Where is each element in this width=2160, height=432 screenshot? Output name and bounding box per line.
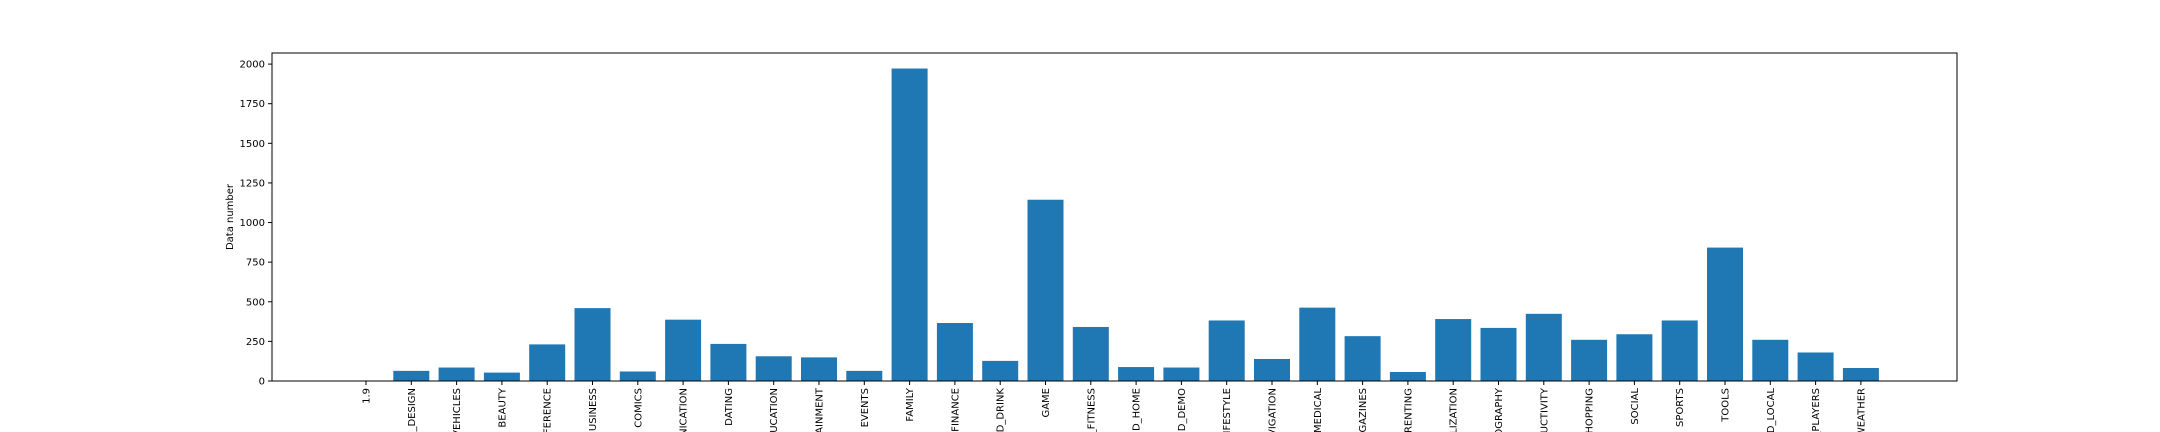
x-tick-label: UCATION (769, 388, 780, 432)
x-tick-label: HOPPING (1585, 388, 1596, 432)
x-tick-label: EVENTS (860, 388, 871, 427)
x-tick-label: SPORTS (1675, 388, 1686, 427)
x-tick-label: IFESTYLE (1222, 388, 1233, 432)
x-tick-label: BEAUTY (497, 387, 508, 427)
bar (801, 357, 837, 381)
x-tick-label: ID_HOME (1132, 388, 1143, 432)
x-tick-label: RENTING (1403, 388, 1414, 432)
bar (1525, 313, 1562, 381)
y-tick-label: 1000 (240, 218, 265, 229)
bar (1208, 320, 1245, 381)
x-tick-label: VEHICLES (452, 388, 463, 432)
x-tick-label: OGRAPHY (1494, 387, 1505, 432)
y-tick-label: 2000 (240, 60, 265, 71)
bar (529, 344, 566, 381)
x-tick-label: GAZINES (1358, 388, 1369, 432)
bar (1480, 327, 1517, 381)
y-tick-label: 750 (246, 258, 265, 269)
x-tick-label: MEDICAL (1313, 388, 1324, 432)
bar (1344, 336, 1381, 381)
x-tick-label: BUSINESS (588, 388, 599, 432)
y-tick-label: 0 (259, 377, 265, 388)
x-tick-label: 1.9 (362, 388, 373, 404)
x-tick-label: _DESIGN (407, 388, 418, 432)
x-tick-label: COMICS (633, 388, 644, 428)
x-tick-label: UCTIVITY (1539, 387, 1550, 432)
x-tick-label: LIZATION (1449, 388, 1460, 432)
x-tick-label: FERENCE (543, 388, 554, 432)
bar (1389, 371, 1426, 381)
x-tick-label: _FITNESS (1086, 388, 1097, 432)
x-tick-label: ID_DEMO (1177, 388, 1188, 432)
bar (619, 371, 656, 381)
y-tick-label: 1500 (240, 139, 265, 150)
plot-frame (271, 52, 1958, 382)
y-axis: 0 250 500 750 1000 1250 1500 1750 2000 (240, 60, 272, 388)
x-tick-label: D_LOCAL (1766, 388, 1777, 432)
x-axis: 1.9 _DESIGN VEHICLES BEAUTY FERENCE BUSINESS C… (362, 381, 1867, 432)
bar (1752, 339, 1789, 381)
x-tick-label: TOOLS (1721, 388, 1732, 423)
bar (1571, 339, 1608, 381)
y-tick-label: 250 (246, 337, 265, 348)
bar (1163, 367, 1200, 381)
bar (438, 367, 475, 381)
bar (1707, 247, 1743, 381)
x-tick-label: FAMILY (905, 387, 916, 421)
bar (1435, 319, 1472, 381)
bar (982, 360, 1019, 381)
x-tick-label: _PLAYERS (1811, 388, 1822, 432)
bar (710, 343, 747, 381)
bars-group (348, 68, 1879, 381)
y-tick-label: 1750 (240, 99, 265, 110)
bar (1842, 368, 1879, 381)
bar (1661, 320, 1698, 381)
x-tick-label: VIGATION (1268, 388, 1279, 432)
x-tick-label: FINANCE (950, 388, 961, 432)
x-tick-label: WEATHER (1856, 388, 1867, 432)
bar (1072, 326, 1109, 381)
bar (1616, 334, 1653, 381)
bar (936, 323, 973, 381)
x-tick-label: NICATION (679, 388, 690, 432)
bar (574, 308, 611, 381)
bar (891, 68, 928, 381)
y-axis-label: Data number (225, 183, 236, 250)
x-tick-label: AINMENT (815, 387, 826, 432)
bar (1299, 307, 1336, 381)
x-tick-label: D_DRINK (996, 388, 1007, 432)
bar (1254, 358, 1290, 381)
bar (1797, 352, 1834, 381)
x-tick-label: DATING (724, 388, 735, 426)
y-tick-label: 1250 (240, 178, 265, 189)
y-tick-label: 500 (246, 297, 265, 308)
x-tick-label: GAME (1041, 388, 1052, 418)
bar (1118, 367, 1155, 381)
bar (393, 370, 430, 381)
bar (846, 370, 883, 381)
x-tick-label: SOCIAL (1630, 388, 1641, 425)
bar (483, 372, 520, 381)
bar (755, 356, 792, 381)
bar (1027, 199, 1064, 381)
bar (665, 319, 702, 381)
